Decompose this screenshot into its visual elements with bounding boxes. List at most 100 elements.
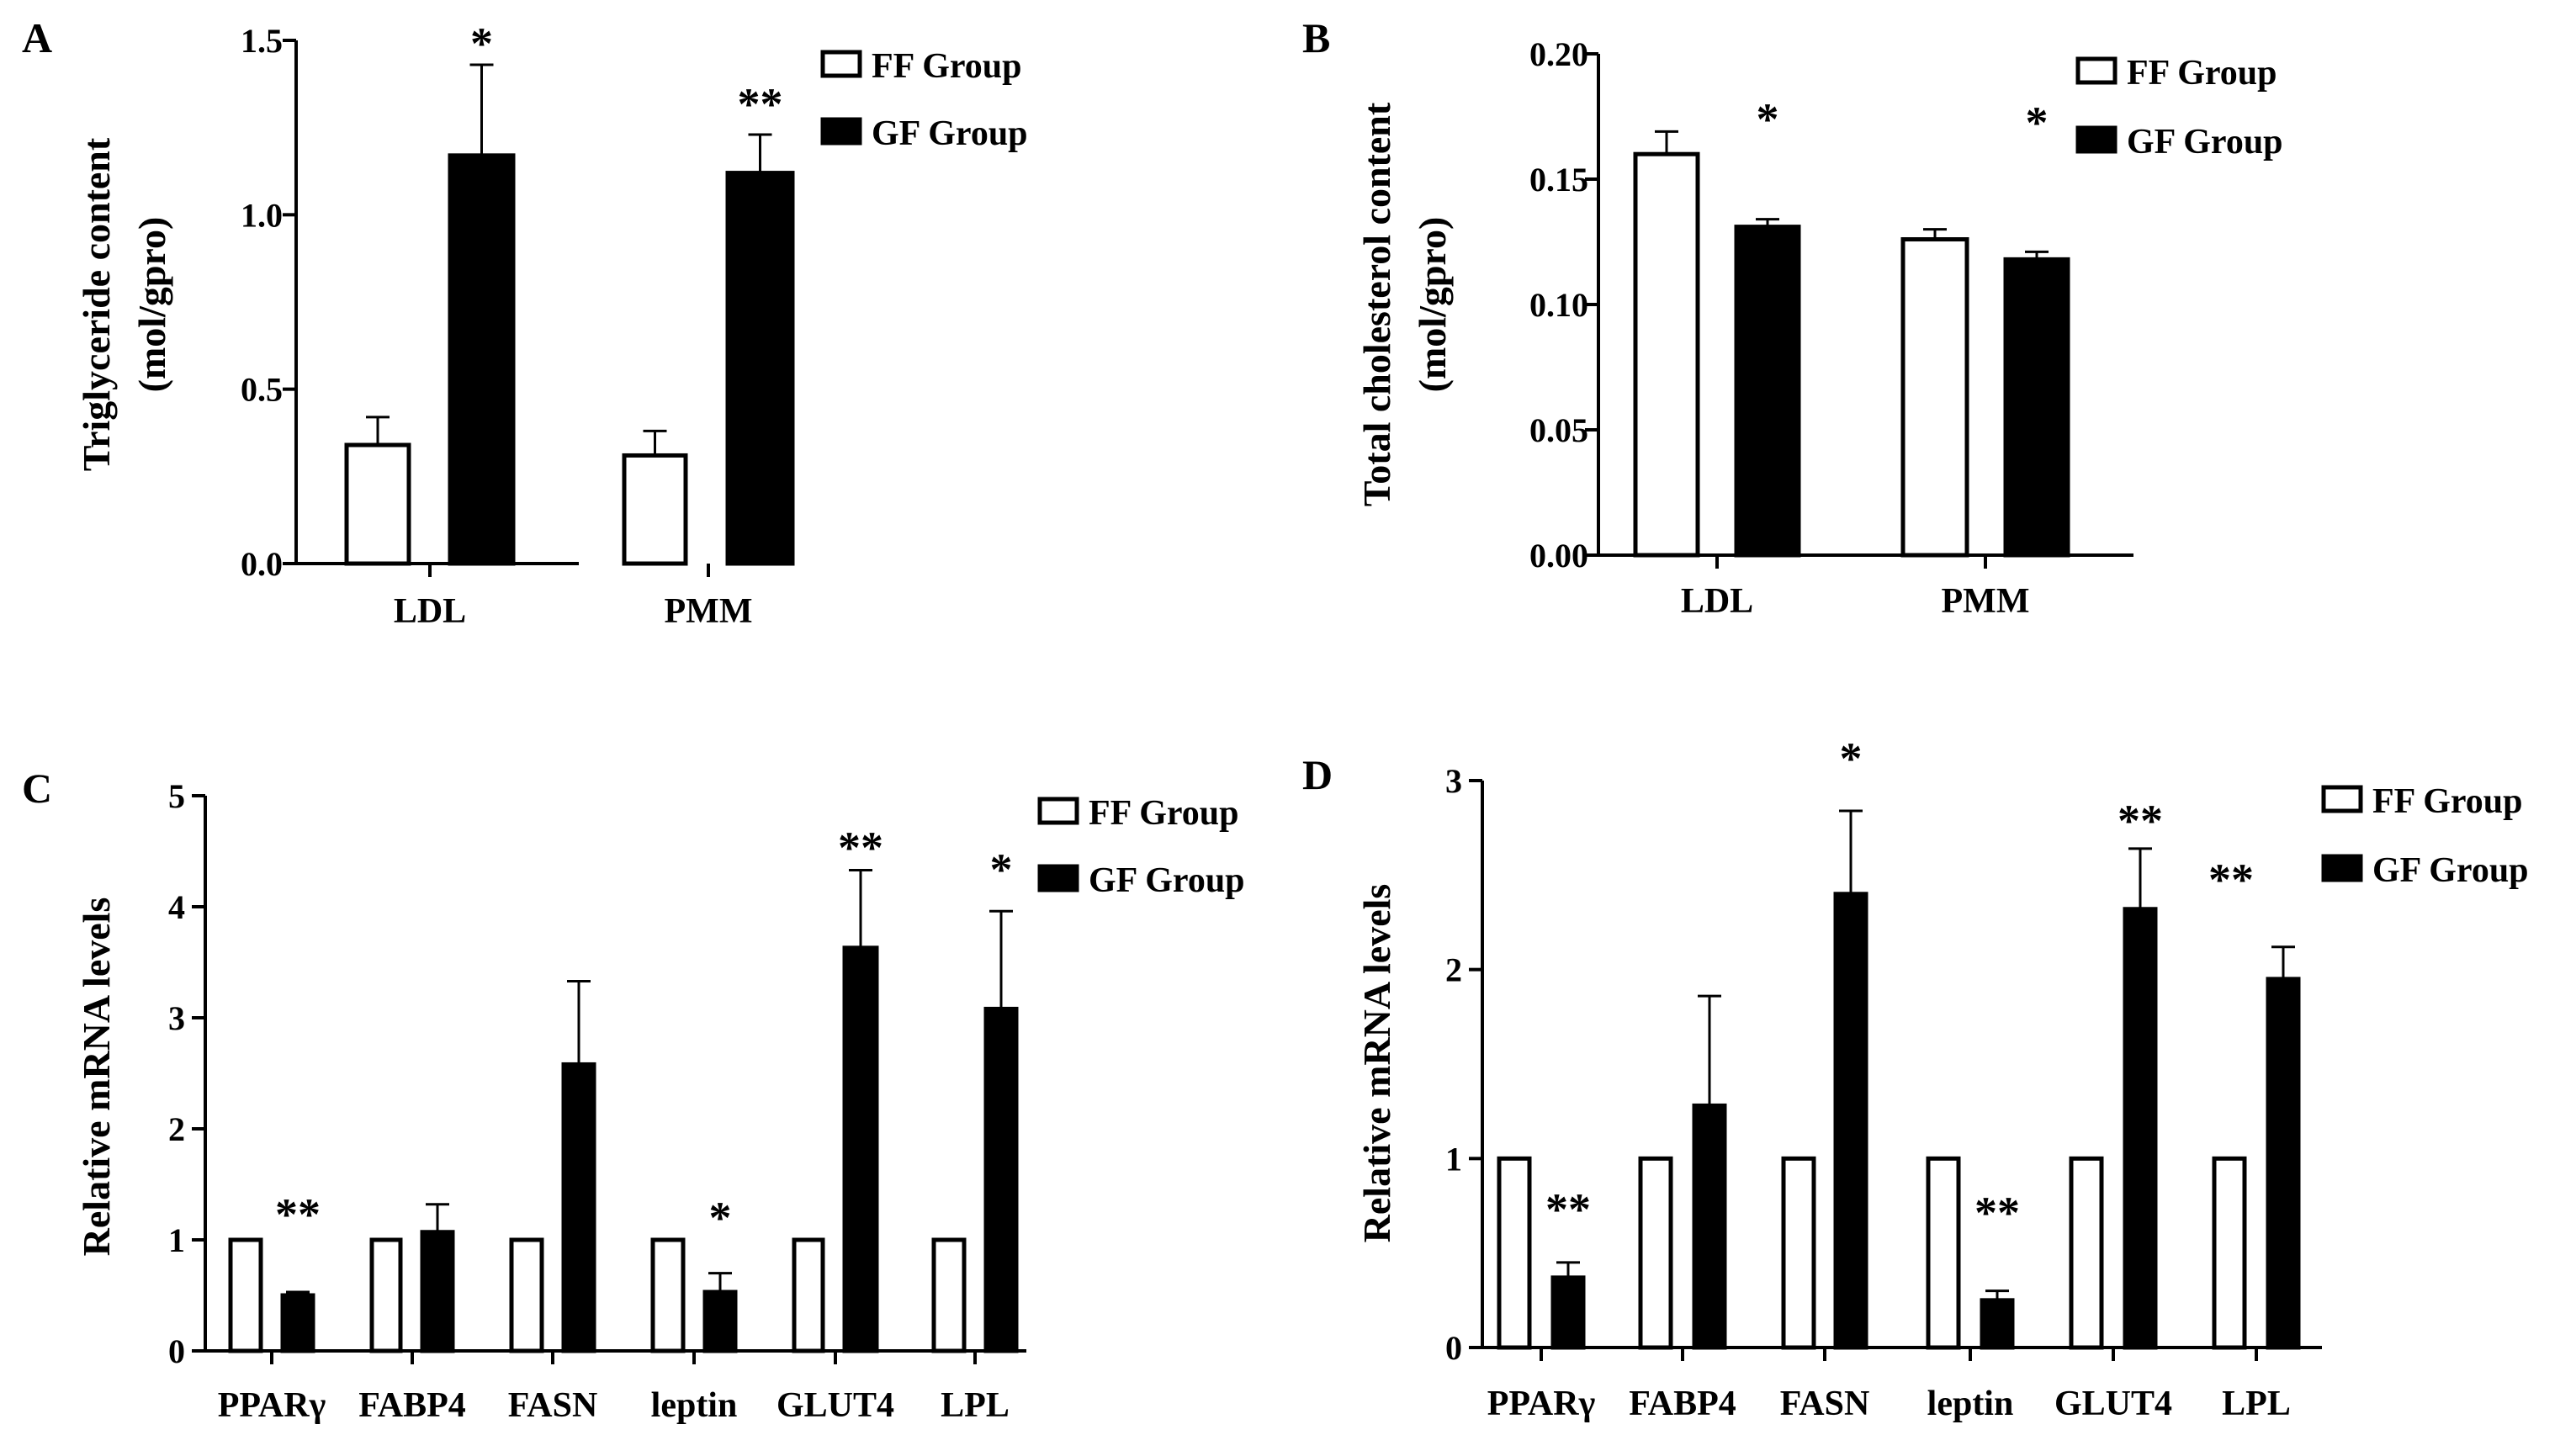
x-category-label-D: FABP4 <box>1629 1385 1736 1423</box>
bar-gf-C-3 <box>561 1062 596 1353</box>
y-axis-label-A: Triglyceride content <box>75 137 118 471</box>
y-axis-label-A: (mol/gpro) <box>130 217 173 393</box>
legend-swatch-gf-A <box>820 117 862 146</box>
legend-swatch-ff-A <box>820 50 862 78</box>
bar-ff-D-3 <box>1781 1156 1816 1350</box>
panel-letter-B: B <box>1302 14 1330 61</box>
legend-swatch-ff-D <box>2321 785 2363 813</box>
y-tick-label-C: 4 <box>168 888 185 926</box>
y-axis-label-D: Relative mRNA levels <box>1355 884 1398 1243</box>
bar-ff-A-1 <box>344 442 411 566</box>
y-tick-label-D: 1 <box>1445 1140 1462 1178</box>
legend-label-ff-A: FF Group <box>872 47 1022 86</box>
y-tick-label-A: 0.5 <box>241 371 283 409</box>
legend-swatch-ff-B <box>2075 56 2118 85</box>
bar-gf-C-2 <box>420 1230 455 1353</box>
legend-swatch-gf-B <box>2075 125 2118 154</box>
bar-ff-B-2 <box>1900 237 1969 558</box>
bar-gf-B-1 <box>1734 225 1801 558</box>
bar-gf-A-2 <box>725 171 795 566</box>
bar-gf-C-4 <box>702 1289 738 1353</box>
x-category-label-C: GLUT4 <box>777 1386 894 1425</box>
bar-gf-C-5 <box>842 945 879 1353</box>
bar-gf-C-6 <box>983 1006 1019 1353</box>
y-tick-label-C: 3 <box>168 999 185 1037</box>
x-category-label-D: PPARγ <box>1487 1385 1596 1423</box>
significance-marker-B: * <box>1757 94 1779 145</box>
x-category-label-D: LPL <box>2222 1385 2291 1423</box>
y-tick-label-B: 0.20 <box>1529 35 1588 73</box>
significance-marker-A: ** <box>738 79 783 130</box>
y-tick-label-A: 1.5 <box>241 22 283 60</box>
bar-ff-B-1 <box>1633 151 1700 558</box>
bar-gf-B-2 <box>2003 257 2070 558</box>
x-category-label-D: FASN <box>1780 1385 1870 1423</box>
bar-gf-A-1 <box>448 153 516 566</box>
bar-ff-A-2 <box>622 453 688 566</box>
bar-gf-D-4 <box>1980 1298 2015 1350</box>
bar-ff-D-6 <box>2212 1156 2247 1350</box>
y-tick-label-B: 0.00 <box>1529 537 1588 575</box>
y-tick-label-D: 3 <box>1445 762 1462 800</box>
significance-marker-C: * <box>990 845 1013 895</box>
significance-marker-D: ** <box>1974 1188 2020 1238</box>
bar-gf-D-1 <box>1550 1275 1586 1350</box>
y-tick-label-D: 2 <box>1445 951 1462 989</box>
panel-letter-D: D <box>1302 751 1333 798</box>
bar-ff-D-2 <box>1638 1156 1673 1350</box>
bar-gf-D-5 <box>2123 907 2158 1350</box>
legend-swatch-gf-C <box>1037 864 1079 892</box>
significance-marker-D: ** <box>2208 855 2254 905</box>
y-tick-label-D: 0 <box>1445 1329 1462 1367</box>
x-category-label-C: LPL <box>941 1386 1010 1425</box>
legend-label-ff-B: FF Group <box>2127 54 2277 93</box>
legend-label-gf-A: GF Group <box>872 114 1028 153</box>
significance-marker-B: * <box>2026 98 2049 148</box>
legend-swatch-gf-D <box>2321 854 2363 882</box>
significance-marker-A: * <box>470 19 493 69</box>
legend-swatch-ff-C <box>1037 797 1079 825</box>
x-category-label-D: leptin <box>1927 1385 2014 1423</box>
y-axis-label-C: Relative mRNA levels <box>75 898 118 1257</box>
bar-ff-C-3 <box>509 1237 544 1353</box>
significance-marker-C: * <box>709 1193 732 1243</box>
significance-marker-D: ** <box>2118 796 2163 846</box>
y-tick-label-B: 0.15 <box>1529 161 1588 199</box>
bar-ff-C-6 <box>931 1237 967 1353</box>
y-tick-label-C: 2 <box>168 1110 185 1148</box>
bar-gf-D-3 <box>1833 892 1868 1350</box>
bar-ff-C-5 <box>792 1237 825 1353</box>
y-tick-label-C: 0 <box>168 1332 185 1370</box>
x-category-label-C: FABP4 <box>358 1386 466 1425</box>
bar-ff-C-2 <box>369 1237 403 1353</box>
bar-ff-D-4 <box>1926 1156 1961 1350</box>
bar-ff-C-1 <box>228 1237 263 1353</box>
y-tick-label-A: 0.0 <box>241 545 283 583</box>
significance-marker-C: ** <box>838 823 883 873</box>
x-category-label-B: PMM <box>1942 582 2030 621</box>
x-category-label-D: GLUT4 <box>2054 1385 2172 1423</box>
significance-marker-C: ** <box>275 1189 321 1240</box>
bar-ff-C-4 <box>650 1237 686 1353</box>
panel-letter-C: C <box>22 765 52 812</box>
bar-gf-C-1 <box>280 1293 315 1353</box>
y-tick-label-A: 1.0 <box>241 196 283 234</box>
y-axis-label-B: Total cholesterol content <box>1355 102 1398 506</box>
y-tick-label-C: 1 <box>168 1221 185 1259</box>
bar-ff-D-5 <box>2069 1156 2104 1350</box>
significance-marker-D: ** <box>1545 1184 1591 1235</box>
y-axis-label-B: (mol/gpro) <box>1411 217 1454 393</box>
x-category-label-A: PMM <box>665 592 753 631</box>
bar-gf-D-2 <box>1692 1103 1727 1350</box>
panel-letter-A: A <box>22 14 52 61</box>
y-tick-label-B: 0.10 <box>1529 286 1588 324</box>
significance-marker-D: * <box>1840 733 1863 784</box>
bar-ff-D-1 <box>1497 1156 1532 1350</box>
x-category-label-C: FASN <box>508 1386 598 1425</box>
y-tick-label-B: 0.05 <box>1529 411 1588 449</box>
x-category-label-C: PPARγ <box>218 1386 326 1425</box>
x-category-label-B: LDL <box>1681 582 1753 621</box>
legend-label-gf-C: GF Group <box>1089 861 1245 900</box>
y-tick-label-C: 5 <box>168 777 185 815</box>
legend-label-gf-D: GF Group <box>2372 851 2529 890</box>
